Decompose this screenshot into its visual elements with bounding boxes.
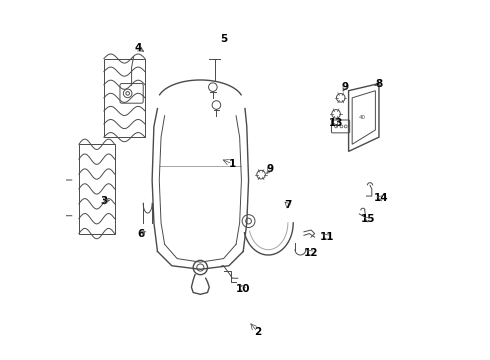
Text: 13: 13 (329, 118, 343, 128)
Text: 15: 15 (361, 214, 375, 224)
Text: 10: 10 (236, 284, 250, 294)
Text: 3: 3 (100, 197, 107, 206)
Text: 5: 5 (220, 34, 227, 44)
Text: 9: 9 (342, 82, 348, 92)
Text: 4: 4 (134, 43, 142, 53)
Text: 2: 2 (254, 327, 261, 337)
Text: 1: 1 (229, 159, 236, 169)
Text: 40: 40 (359, 115, 366, 120)
Text: 12: 12 (304, 248, 318, 258)
Text: 6: 6 (138, 229, 145, 239)
Text: 11: 11 (320, 232, 334, 242)
Text: 7: 7 (284, 200, 292, 210)
Text: 14: 14 (373, 193, 388, 203)
Text: 8: 8 (375, 78, 383, 89)
Text: 9: 9 (267, 164, 273, 174)
